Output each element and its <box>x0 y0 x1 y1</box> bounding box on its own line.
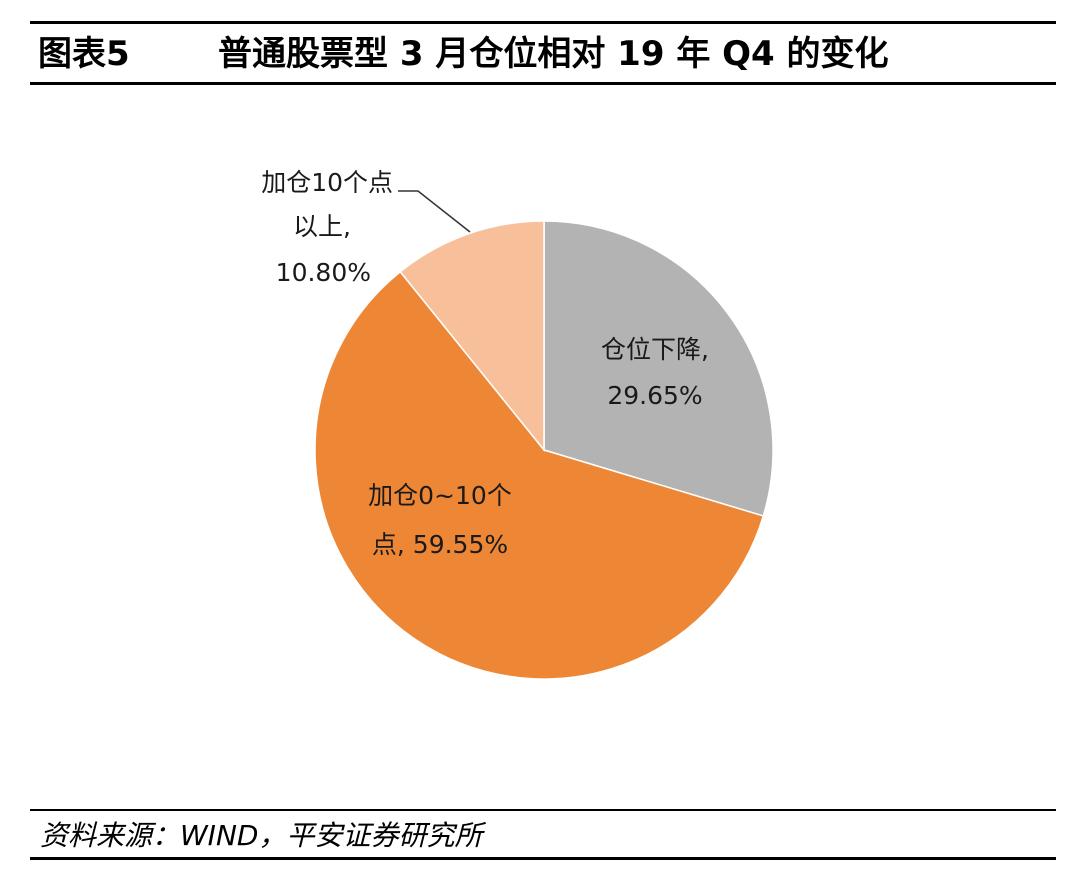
slice-label-add-10plus-line3: 10.80% <box>276 258 371 287</box>
slice-label-add-10plus-line1: 加仓10个点 <box>261 168 393 197</box>
source-note: 资料来源：WIND，平安证券研究所 <box>40 819 483 852</box>
pie-slice-0 <box>543 220 774 517</box>
top-rule <box>30 21 1056 24</box>
pie-slices <box>314 220 774 680</box>
leader-line <box>398 190 471 233</box>
slice-label-decrease-line1: 仓位下降, <box>601 335 709 364</box>
figure-label: 图表5 <box>38 34 130 74</box>
slice-label-add-0-10-line1: 加仓0~10个 <box>368 481 512 510</box>
slice-label-decrease-line2: 29.65% <box>607 381 702 410</box>
pie-slice-1 <box>314 270 765 680</box>
header-bottom-rule <box>30 82 1056 85</box>
pie-slice-2 <box>399 220 545 453</box>
figure-title: 普通股票型 3 月仓位相对 19 年 Q4 的变化 <box>218 34 889 74</box>
slice-label-add-0-10-line2: 点, 59.55% <box>372 530 508 559</box>
bottom-rule <box>30 857 1056 860</box>
slice-label-add-10plus-line2: 以上, <box>293 212 351 241</box>
source-top-rule <box>30 809 1056 811</box>
